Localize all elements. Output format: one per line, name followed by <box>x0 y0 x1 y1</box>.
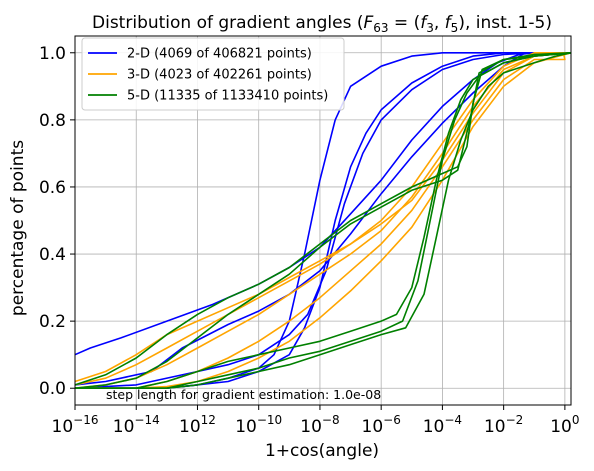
x-tick-label: 100 <box>550 413 579 437</box>
legend-label: 2-D (4069 of 406821 points) <box>127 47 312 62</box>
legend: 2-D (4069 of 406821 points) 3-D (4023 of … <box>81 37 345 111</box>
x-tick-label: 10−14 <box>113 413 160 437</box>
series-line-5-d <box>75 52 572 389</box>
y-tick-label: 0.4 <box>39 245 66 265</box>
y-axis-label: percentage of points <box>8 140 28 316</box>
step-length-annotation: step length for gradient estimation: 1.0… <box>106 387 381 402</box>
x-tick-label: 10−8 <box>300 413 339 437</box>
x-axis-label: 1+cos(angle) <box>265 441 379 461</box>
series-lines <box>74 52 572 389</box>
y-tick-label: 0.8 <box>39 111 66 131</box>
x-tick-label: 1012 <box>179 413 216 437</box>
x-tick-label: 10−2 <box>484 413 523 437</box>
x-tick-label: 10−6 <box>362 413 401 437</box>
series-line-3-d <box>74 52 571 389</box>
series-line-3-d <box>74 52 571 386</box>
x-tick-label: 10−4 <box>423 413 462 437</box>
series-line-5-d <box>75 52 572 389</box>
legend-label: 5-D (11335 of 1133410 points) <box>127 89 328 104</box>
chart-title: Distribution of gradient angles (F63 = (… <box>92 13 552 35</box>
series-line-2-d <box>75 52 571 389</box>
y-tick-label: 1.0 <box>39 44 66 64</box>
legend-label: 3-D (4023 of 402261 points) <box>127 68 312 83</box>
x-tick-label: 10−16 <box>52 413 99 437</box>
axis-ticks <box>70 52 566 410</box>
plot-area <box>70 35 572 410</box>
y-tick-label: 0.0 <box>39 379 66 399</box>
y-tick-label: 0.6 <box>39 178 66 198</box>
series-line-5-d <box>75 52 572 389</box>
series-line-3-d <box>74 52 572 383</box>
y-tick-label: 0.2 <box>39 312 66 332</box>
x-tick-label: 10−10 <box>235 413 282 437</box>
series-line-5-d <box>74 52 572 389</box>
plot-frame <box>74 35 572 406</box>
legend-box <box>81 37 345 111</box>
